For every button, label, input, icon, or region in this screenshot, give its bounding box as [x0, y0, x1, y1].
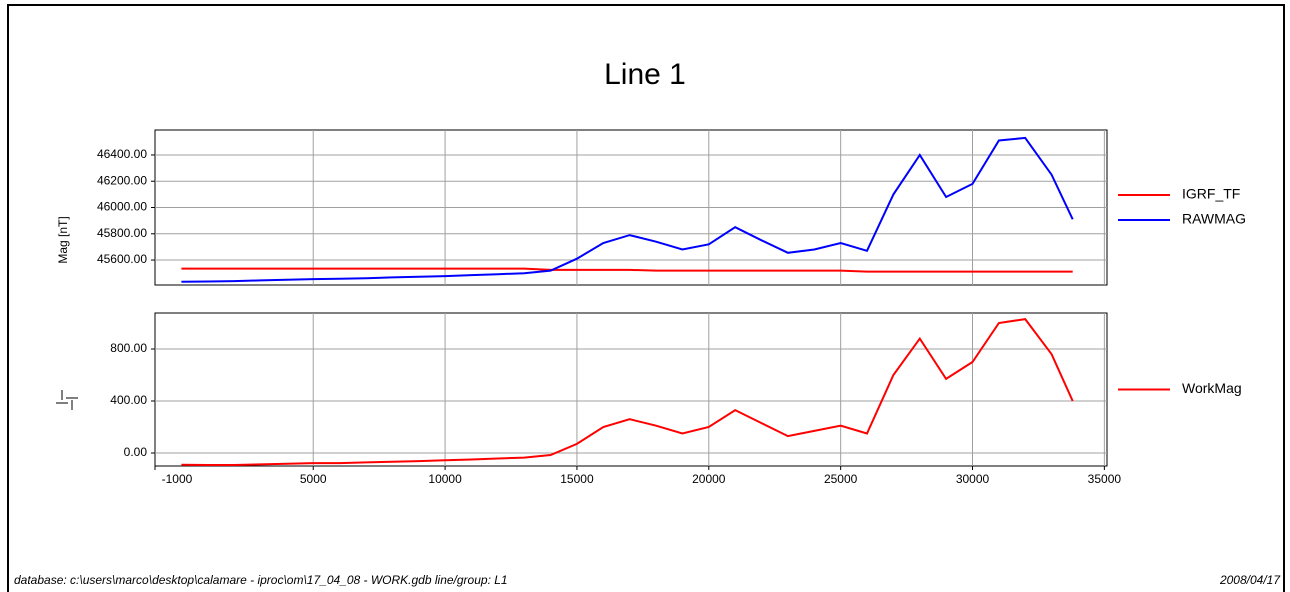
y-axis-label: Mag [nT]: [56, 216, 70, 263]
x-tick-label: -1000: [162, 472, 193, 486]
data-line: [181, 318, 1074, 466]
legend-label: IGRF_TF: [1182, 186, 1240, 202]
x-tick-label: 10000: [428, 472, 462, 486]
footer-left: database: c:\users\marco\desktop\calamar…: [14, 573, 508, 587]
axis-glyph: [56, 390, 78, 410]
x-tick-label: 15000: [560, 472, 594, 486]
y-tick-label: 45600.00: [97, 252, 147, 266]
x-tick-label: 5000: [300, 472, 327, 486]
x-tick-label: 35000: [1088, 472, 1122, 486]
x-tick-label: 25000: [824, 472, 858, 486]
frame: [7, 4, 1285, 592]
data-line: [181, 136, 1074, 283]
y-tick-label: 46200.00: [97, 173, 147, 187]
x-tick-label: 20000: [692, 472, 726, 486]
legend-label: WorkMag: [1182, 380, 1242, 396]
y-tick-label: 0.00: [124, 445, 148, 459]
x-tick-label: 30000: [956, 472, 990, 486]
y-tick-label: 45800.00: [97, 226, 147, 240]
data-line: [181, 267, 1073, 273]
chart-title: Line 1: [604, 58, 686, 91]
y-tick-label: 800.00: [110, 341, 147, 355]
plot-area: [154, 312, 1108, 467]
legend-label: RAWMAG: [1182, 211, 1246, 227]
y-tick-label: 400.00: [110, 393, 147, 407]
y-tick-label: 46400.00: [97, 147, 147, 161]
y-tick-label: 46000.00: [97, 200, 147, 214]
footer-right: 2008/04/17: [1219, 573, 1281, 587]
